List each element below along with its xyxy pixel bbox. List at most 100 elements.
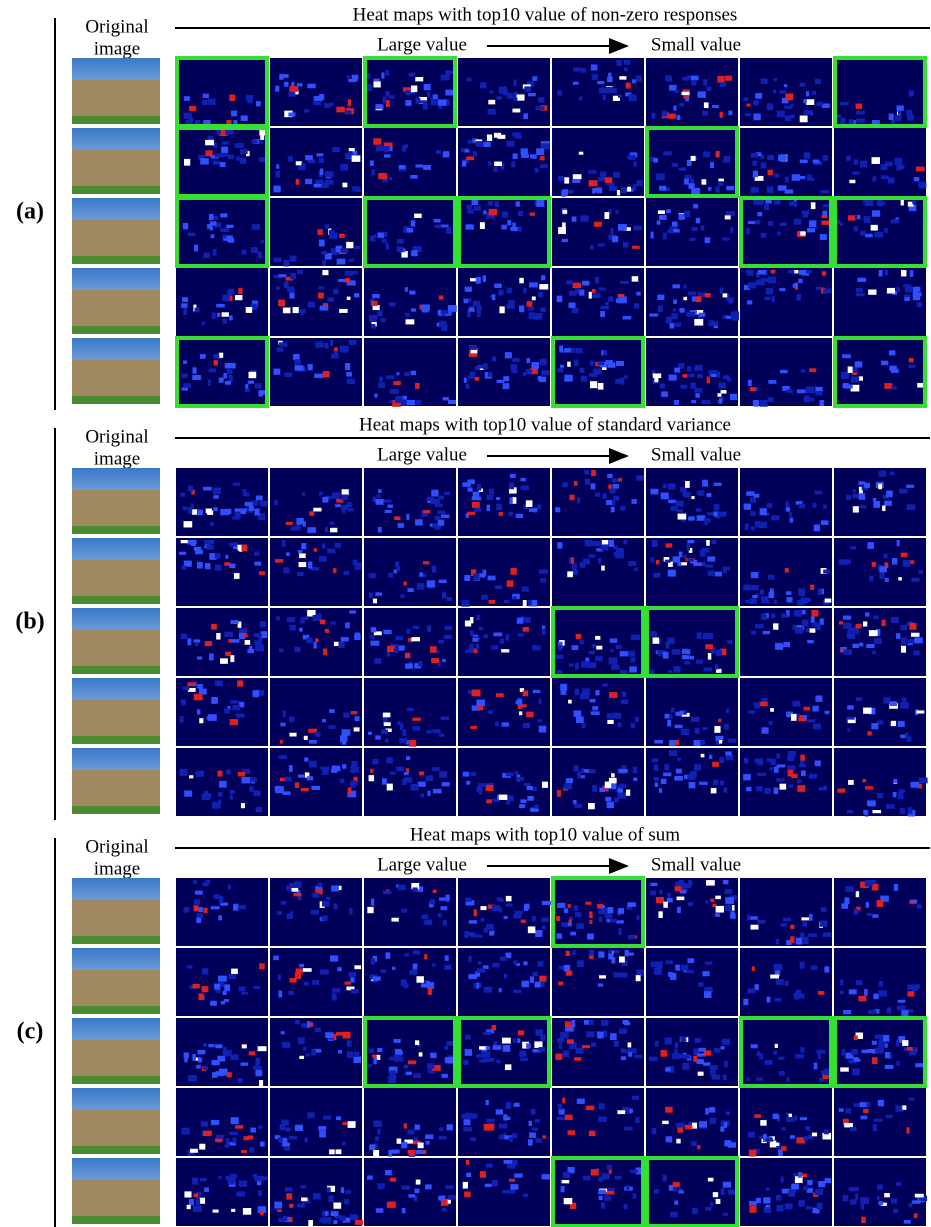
heat-blob: [496, 96, 502, 99]
heat-blob: [696, 296, 701, 302]
heat-blob: [714, 1048, 721, 1052]
heat-blob: [708, 1178, 714, 1182]
heat-blob: [483, 1058, 489, 1062]
heat-blob: [816, 102, 823, 106]
heat-blob: [703, 1062, 710, 1065]
heat-blob: [447, 1124, 453, 1130]
heat-blob: [651, 232, 654, 239]
heat-blob: [190, 1149, 198, 1153]
heat-blob: [222, 235, 226, 239]
heat-blob: [564, 375, 572, 382]
heat-blob: [202, 968, 208, 974]
heat-blob: [824, 966, 829, 972]
heat-blob: [444, 626, 452, 630]
heat-blob: [556, 916, 560, 921]
heat-blob: [283, 567, 289, 573]
heat-blob: [336, 1032, 344, 1035]
heat-blob: [352, 186, 359, 191]
heat-blob: [621, 765, 626, 768]
heat-map: [552, 58, 644, 126]
heat-blob: [574, 804, 582, 808]
heat-blob: [466, 156, 474, 160]
heat-blob: [299, 628, 303, 632]
heat-blob: [725, 751, 731, 755]
thumbnail-building: [72, 290, 160, 328]
heat-blob: [196, 1065, 201, 1069]
heat-blob: [187, 682, 196, 686]
heat-blob: [400, 594, 405, 598]
heat-blob: [872, 651, 876, 655]
heat-blob: [601, 566, 604, 571]
heat-blob: [678, 514, 687, 520]
heat-blob: [726, 211, 735, 216]
heat-blob: [354, 965, 361, 969]
heat-blob: [776, 1205, 783, 1212]
heat-blob: [324, 103, 331, 108]
heat-blob: [311, 1050, 316, 1056]
heat-blob: [825, 711, 830, 714]
heat-blob: [541, 307, 546, 312]
heat-blob: [395, 396, 403, 403]
heat-blob: [439, 897, 445, 900]
heat-blob: [354, 634, 360, 640]
heat-blob: [436, 650, 439, 653]
heat-blob: [478, 783, 486, 787]
heat-blob: [654, 777, 659, 781]
heat-blob: [248, 381, 254, 384]
heat-blob: [465, 287, 472, 292]
heat-blob: [586, 1031, 594, 1037]
heat-blob: [798, 588, 805, 595]
heat-blob: [904, 1220, 911, 1224]
heat-blob: [866, 902, 869, 908]
heat-blob: [611, 919, 617, 923]
heat-blob: [194, 547, 201, 551]
heat-blob: [524, 86, 531, 91]
heat-blob: [313, 1193, 321, 1199]
heat-blob: [532, 645, 537, 651]
heat-blob: [768, 380, 776, 384]
heat-blob: [575, 663, 579, 670]
heat-blob: [352, 75, 359, 81]
heat-blob: [771, 759, 776, 765]
heat-blob: [381, 72, 384, 78]
heat-blob: [430, 1053, 436, 1058]
heat-blob: [688, 516, 695, 520]
heat-blob: [179, 552, 186, 555]
thumbnail-building: [72, 490, 160, 528]
heat-blob: [441, 1074, 447, 1078]
heat-blob: [915, 1063, 923, 1067]
heat-blob: [795, 1054, 804, 1059]
heat-blob: [872, 1057, 878, 1064]
heat-blob: [324, 343, 328, 349]
heat-blob: [865, 786, 873, 789]
heat-blob: [589, 1020, 594, 1025]
heat-blob: [901, 638, 907, 645]
heat-blob: [755, 521, 761, 527]
heat-blob: [777, 764, 786, 767]
heat-blob: [480, 222, 485, 229]
heat-blob: [275, 171, 280, 178]
heat-blob: [221, 147, 228, 153]
heat-blob: [289, 883, 296, 888]
heat-blob: [894, 158, 902, 165]
heat-blob: [510, 1184, 518, 1190]
heat-blob: [506, 1102, 511, 1109]
heat-blob: [574, 1057, 581, 1061]
heat-blob: [254, 640, 261, 645]
heat-blob: [869, 576, 873, 581]
heat-blob: [715, 572, 722, 577]
heat-blob: [869, 630, 878, 636]
heat-blob: [843, 1010, 851, 1014]
heat-blob: [696, 218, 700, 224]
heat-blob: [289, 733, 296, 737]
heat-blob: [567, 1039, 574, 1043]
heat-blob: [575, 288, 579, 294]
heat-blob: [211, 1120, 219, 1125]
heat-blob: [383, 713, 391, 718]
heat-blob: [910, 270, 914, 276]
heat-blob: [317, 153, 324, 156]
heat-blob: [345, 981, 351, 984]
heat-blob: [708, 187, 711, 191]
heat-blob: [413, 964, 418, 970]
heat-blob: [716, 151, 720, 157]
